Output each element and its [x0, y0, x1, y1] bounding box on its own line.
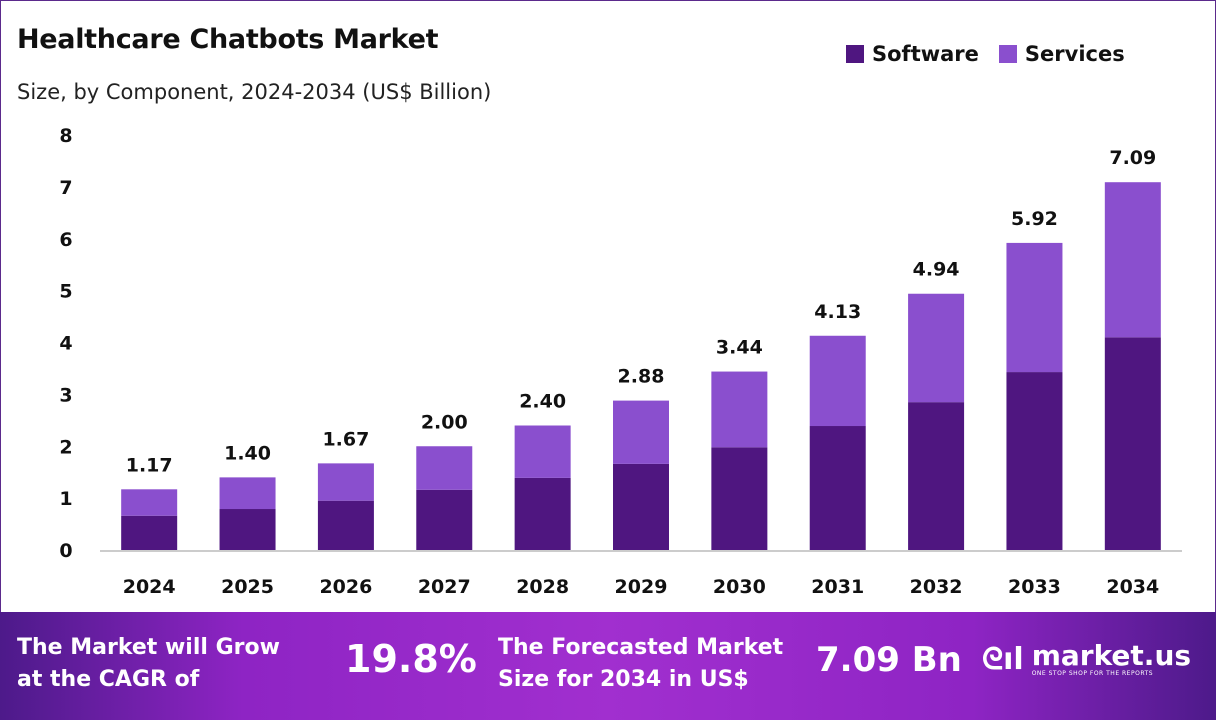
- x-tick-label: 2026: [319, 576, 372, 598]
- legend-label-services: Services: [1024, 42, 1125, 66]
- cagr-label-line-1: The Market will Grow: [17, 635, 280, 660]
- footer-banner: The Market will Grow at the CAGR of 19.8…: [0, 612, 1216, 720]
- forecast-label-line-1: The Forecasted Market: [498, 635, 784, 660]
- bar-software-2027: [416, 489, 473, 550]
- x-tick-label: 2033: [1008, 576, 1061, 598]
- bar-services-2033: [1006, 242, 1063, 373]
- logo-mark-icon: ᘓıl: [982, 642, 1024, 677]
- legend-swatch-services: [998, 45, 1017, 63]
- x-tick-label: 2034: [1106, 576, 1159, 598]
- data-label-total: 3.44: [716, 337, 763, 359]
- cagr-value: 19.8%: [345, 637, 477, 681]
- forecast-value: 7.09 Bn: [816, 640, 962, 680]
- bar-software-2026: [317, 500, 374, 550]
- data-label-total: 1.17: [126, 454, 173, 476]
- legend: Software Services: [846, 42, 1125, 66]
- x-tick-label: 2024: [123, 576, 176, 598]
- bar-software-2034: [1104, 337, 1161, 550]
- x-tick-label: 2030: [713, 576, 766, 598]
- legend-item-services: Services: [998, 42, 1125, 66]
- legend-swatch-software: [846, 45, 864, 63]
- bar-services-2034: [1104, 182, 1161, 338]
- data-label-total: 4.94: [913, 259, 960, 281]
- chart-subtitle: Size, by Component, 2024-2034 (US$ Billi…: [17, 80, 492, 104]
- data-label-total: 4.13: [814, 301, 861, 323]
- bar-software-2029: [613, 463, 669, 550]
- bar-services-2028: [514, 425, 571, 478]
- y-tick-label: 7: [59, 177, 72, 199]
- legend-label-software: Software: [872, 42, 979, 66]
- bar-chart: 0 1 2 3 4 5 6 7 8 1.17 2024 1.40 2025 1.67 2026 2.00 202…: [59, 125, 1182, 598]
- y-tick-label: 6: [59, 229, 72, 251]
- y-tick-label: 5: [59, 281, 72, 303]
- y-tick-label: 0: [59, 540, 72, 562]
- x-tick-label: 2029: [615, 576, 668, 598]
- logo-name: market.us: [1031, 639, 1192, 672]
- x-tick-label: 2028: [516, 576, 569, 598]
- forecast-label-line-2: Size for 2034 in US$: [498, 667, 749, 692]
- bar-software-2024: [121, 515, 178, 550]
- y-tick-label: 8: [59, 125, 72, 147]
- data-label-total: 2.00: [421, 411, 468, 433]
- y-tick-label: 1: [59, 488, 72, 510]
- bar-software-2028: [514, 477, 571, 550]
- y-tick-label: 2: [59, 436, 72, 458]
- data-label-total: 2.88: [618, 366, 665, 388]
- bar-software-2033: [1006, 372, 1063, 550]
- bar-services-2030: [711, 371, 768, 448]
- bar-services-2029: [613, 400, 669, 464]
- bar-services-2027: [416, 446, 473, 490]
- bar-services-2025: [219, 477, 276, 510]
- logo-tagline: ONE STOP SHOP FOR THE REPORTS: [1031, 670, 1154, 677]
- bar-services-2031: [809, 335, 866, 427]
- cagr-label: The Market will Grow at the CAGR of: [17, 632, 280, 696]
- market-us-logo: ᘓıl market.us ONE STOP SHOP FOR THE REPO…: [982, 639, 1192, 678]
- cagr-label-line-2: at the CAGR of: [17, 667, 200, 692]
- bar-software-2031: [809, 426, 866, 550]
- data-label-total: 2.40: [519, 391, 566, 413]
- x-tick-label: 2025: [221, 576, 274, 598]
- legend-item-software: Software: [846, 42, 979, 66]
- bar-services-2032: [908, 293, 965, 403]
- x-tick-label: 2031: [811, 576, 864, 598]
- chart-title: Healthcare Chatbots Market: [17, 24, 439, 55]
- y-tick-label: 3: [59, 384, 72, 406]
- x-tick-label: 2032: [910, 576, 963, 598]
- data-label-total: 1.40: [224, 442, 271, 464]
- bar-software-2025: [219, 509, 276, 550]
- forecast-label: The Forecasted Market Size for 2034 in U…: [498, 632, 783, 696]
- x-tick-label: 2027: [418, 576, 471, 598]
- bar-services-2026: [317, 463, 374, 501]
- y-tick-label: 4: [59, 333, 72, 355]
- data-label-total: 7.09: [1109, 147, 1156, 169]
- data-label-total: 5.92: [1011, 208, 1058, 230]
- bar-software-2032: [908, 402, 965, 550]
- bar-software-2030: [711, 447, 768, 550]
- bar-services-2024: [121, 489, 178, 516]
- data-label-total: 1.67: [322, 428, 369, 450]
